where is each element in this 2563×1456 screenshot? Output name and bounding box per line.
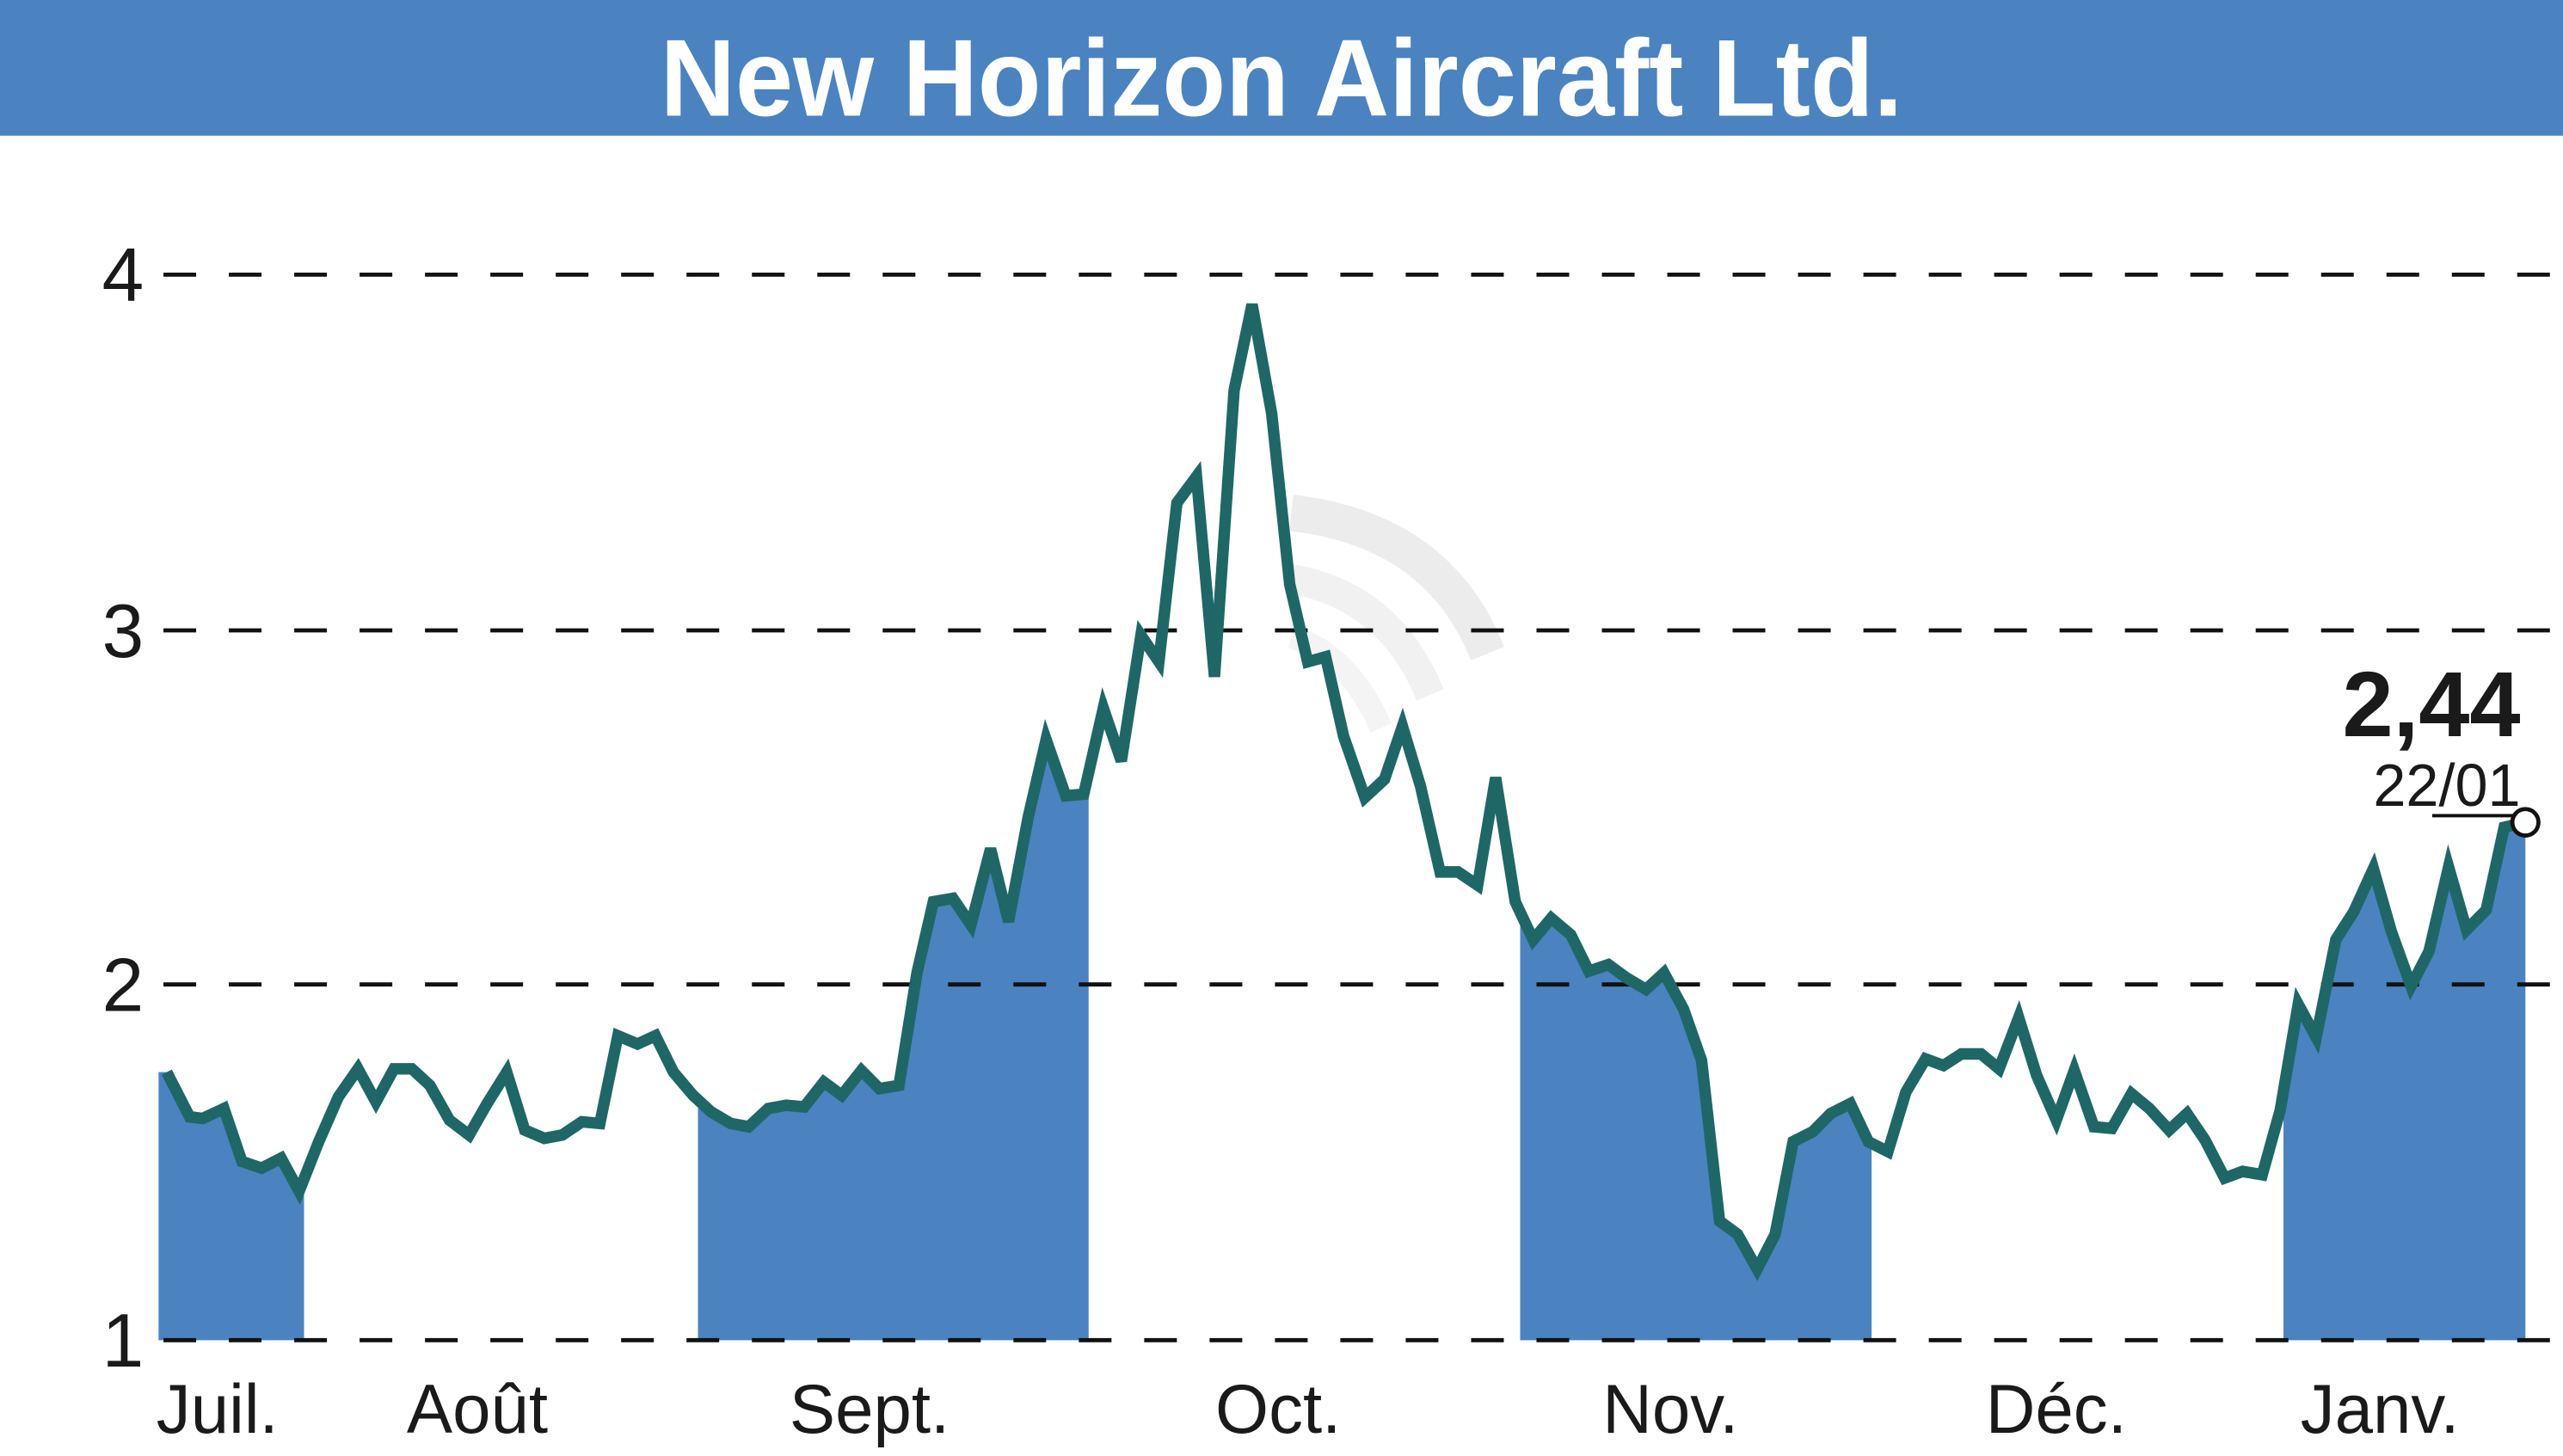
last-date-label: 22/01 <box>2373 753 2520 819</box>
last-value-label: 2,44 <box>2342 653 2520 757</box>
y-tick-2: 2 <box>102 942 144 1028</box>
y-tick-1: 1 <box>102 1298 144 1384</box>
y-axis: 4 3 2 1 <box>102 232 144 1384</box>
x-tick-janv: Janv. <box>2301 1371 2460 1449</box>
header-bar <box>0 0 2563 136</box>
y-tick-4: 4 <box>102 232 144 318</box>
shaded-area-0 <box>158 1072 304 1341</box>
shaded-area-3 <box>2283 822 2526 1341</box>
shaded-area-1 <box>698 739 1089 1341</box>
y-tick-3: 3 <box>102 587 144 673</box>
price-line <box>161 303 2527 1281</box>
shaded-month-areas <box>158 739 2526 1341</box>
watermark-logo <box>1288 495 1504 734</box>
x-tick-dec: Déc. <box>1986 1371 2127 1449</box>
x-tick-sept: Sept. <box>790 1371 950 1449</box>
chart-title: New Horizon Aircraft Ltd. <box>661 17 1902 139</box>
x-tick-juil: Juil. <box>157 1371 279 1449</box>
x-tick-aout: Août <box>407 1371 548 1449</box>
last-point-marker <box>2510 807 2541 838</box>
gridlines <box>163 272 2563 1342</box>
x-axis: Juil. Août Sept. Oct. Nov. Déc. Janv. <box>157 1371 2460 1449</box>
x-tick-oct: Oct. <box>1215 1371 1341 1449</box>
shaded-area-2 <box>1520 912 1872 1341</box>
x-tick-nov: Nov. <box>1602 1371 1738 1449</box>
